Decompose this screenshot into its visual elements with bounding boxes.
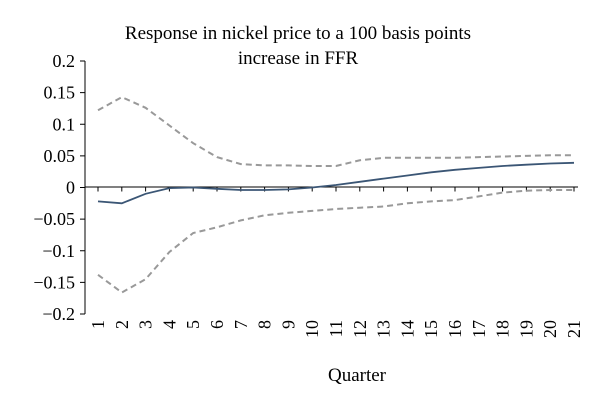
x-tick-label: 13: [374, 320, 394, 338]
x-tick-label: 17: [469, 320, 489, 338]
x-tick-label: 7: [231, 320, 251, 329]
x-tick-label: 14: [397, 320, 417, 338]
x-tick-label: 5: [183, 320, 203, 329]
y-tick-label: −0.15: [33, 272, 75, 292]
series-layer: [97, 95, 575, 294]
y-tick-label: 0.2: [53, 51, 76, 71]
y-tick-label: −0.05: [33, 209, 75, 229]
x-tick-label: 3: [136, 320, 156, 329]
x-tick-label: 2: [112, 320, 132, 329]
y-tick-label: 0.05: [44, 146, 76, 166]
x-tick-label: 6: [207, 320, 227, 329]
x-tick-label: 9: [278, 320, 298, 329]
x-tick-label: 18: [493, 320, 513, 338]
x-axis-title: Quarter: [328, 365, 387, 386]
chart-title-line-2: increase in FFR: [238, 48, 359, 69]
x-tick-label: 21: [564, 320, 584, 338]
x-tick-label: 11: [326, 320, 346, 337]
x-tick-label: 10: [302, 320, 322, 338]
x-tick-label: 15: [421, 320, 441, 338]
y-tick-label: 0: [66, 178, 75, 198]
x-tick-label: 16: [445, 320, 465, 338]
response-line: [97, 161, 575, 205]
y-tick-label: −0.2: [42, 304, 75, 324]
y-tick-label: −0.1: [42, 241, 75, 261]
x-axis-ticks: 1 2 3 4 5 6 7 8 9 10 11 12 13 14 15 16 17 18 19 20 21: [88, 187, 584, 338]
x-tick-label: 12: [350, 320, 370, 338]
y-tick-label: 0.1: [53, 114, 76, 134]
x-tick-label: 4: [159, 320, 179, 329]
confidence-band-line-2: [97, 189, 574, 294]
x-tick-label: 8: [255, 320, 275, 329]
y-tick-label: 0.15: [44, 83, 76, 103]
x-tick-label: 19: [516, 320, 536, 338]
confidence-band-line-1: [97, 95, 574, 167]
chart-title-line-1: Response in nickel price to a 100 basis …: [125, 23, 471, 44]
y-axis-ticks: 0.2 0.15 0.1 0.05 0 −0.05 −0.1 −0.15 −0.2: [33, 51, 85, 324]
x-tick-label: 20: [540, 320, 560, 338]
x-tick-label: 1: [88, 320, 108, 329]
